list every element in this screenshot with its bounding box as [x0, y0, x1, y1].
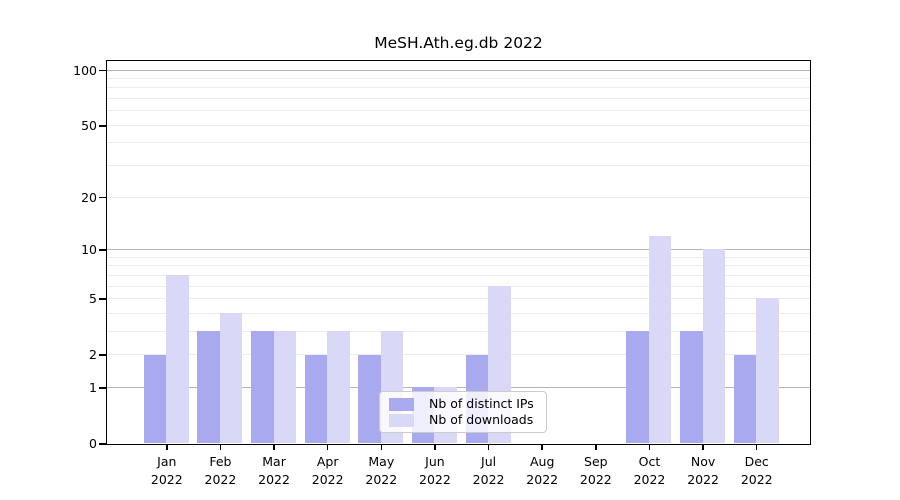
chart-title: MeSH.Ath.eg.db 2022: [374, 34, 543, 52]
gridline-9: [106, 256, 810, 258]
y-tick-label-0: 0: [89, 436, 97, 451]
x-tick-label-aug: Aug 2022: [526, 454, 559, 487]
bar-downloads-feb: [219, 313, 243, 444]
y-tick-mark-2: [99, 354, 107, 356]
gridline-8: [106, 265, 810, 267]
y-tick-label-5: 5: [89, 290, 97, 306]
gridline-90: [106, 77, 810, 79]
x-tick-mark-aug: [541, 444, 543, 450]
x-tick-label-jun: Jun 2022: [419, 454, 451, 487]
y-tick-label-100: 100: [73, 62, 97, 78]
legend-label-distinct-ips: Nb of distinct IPs: [429, 396, 534, 411]
gridline-100: [106, 69, 810, 71]
y-tick-mark-0: [99, 443, 107, 445]
bar-distinct-ips-feb: [197, 331, 220, 444]
bar-downloads-jan: [166, 275, 189, 444]
gridline-2: [106, 354, 810, 356]
x-tick-label-may: May 2022: [365, 454, 398, 487]
bar-distinct-ips-oct: [626, 331, 649, 444]
bar-downloads-nov: [702, 249, 726, 444]
bar-distinct-ips-jan: [143, 354, 167, 444]
x-tick-label-mar: Mar 2022: [258, 454, 290, 487]
bar-distinct-ips-may: [358, 354, 381, 444]
gridline-20: [106, 196, 810, 198]
gridline-1: [106, 386, 810, 388]
y-tick-mark-20: [99, 196, 107, 199]
gridline-80: [106, 87, 810, 89]
bar-downloads-apr: [327, 331, 350, 444]
bar-downloads-oct: [648, 235, 672, 444]
y-tick-label-2: 2: [89, 347, 97, 363]
legend-item-downloads: Nb of downloads: [389, 412, 538, 428]
x-tick-label-nov: Nov 2022: [687, 454, 719, 487]
y-tick-mark-5: [99, 298, 107, 300]
gridline-6: [106, 285, 810, 287]
x-tick-mark-jan: [166, 444, 168, 450]
x-tick-label-dec: Dec 2022: [740, 454, 773, 487]
y-tick-mark-10: [99, 249, 107, 251]
x-tick-mark-feb: [219, 444, 222, 450]
x-tick-label-jul: Jul 2022: [472, 454, 505, 487]
bar-distinct-ips-mar: [251, 331, 274, 444]
x-tick-label-oct: Oct 2022: [633, 454, 666, 487]
y-tick-mark-100: [99, 69, 107, 72]
legend-label-downloads: Nb of downloads: [429, 412, 534, 427]
y-tick-label-50: 50: [81, 117, 97, 133]
x-tick-label-apr: Apr 2022: [311, 454, 344, 487]
bar-downloads-mar: [273, 331, 297, 444]
x-tick-mark-jul: [487, 444, 490, 450]
gridline-70: [106, 98, 810, 100]
gridline-10: [106, 248, 810, 250]
x-tick-label-feb: Feb 2022: [204, 454, 237, 487]
legend-item-distinct-ips: Nb of distinct IPs: [389, 396, 538, 412]
gridline-3: [106, 330, 810, 332]
x-tick-mark-mar: [273, 444, 275, 450]
x-tick-mark-dec: [755, 444, 758, 450]
y-tick-label-20: 20: [81, 189, 97, 205]
bar-distinct-ips-dec: [733, 354, 757, 444]
plot-area: [105, 59, 811, 445]
gridline-60: [106, 110, 810, 112]
bar-distinct-ips-nov: [680, 331, 703, 444]
x-tick-mark-oct: [648, 444, 651, 450]
gridline-50: [106, 124, 810, 126]
y-tick-mark-50: [99, 125, 107, 127]
gridline-7: [106, 274, 810, 276]
gridline-40: [106, 142, 810, 144]
gridline-30: [106, 165, 810, 167]
legend-swatch-downloads: [389, 413, 414, 427]
y-tick-label-1: 1: [89, 379, 97, 395]
y-tick-label-10: 10: [81, 241, 97, 257]
x-tick-mark-jun: [434, 444, 436, 450]
legend-swatch-distinct-ips: [389, 397, 414, 411]
x-tick-label-jan: Jan 2022: [150, 454, 183, 487]
gridline-5: [106, 297, 810, 299]
legend: Nb of distinct IPs Nb of downloads: [379, 391, 547, 433]
x-tick-mark-nov: [702, 444, 704, 450]
x-tick-label-sep: Sep 2022: [579, 454, 612, 487]
bar-distinct-ips-apr: [304, 354, 328, 444]
x-tick-mark-apr: [326, 444, 329, 450]
bar-downloads-dec: [756, 298, 779, 444]
gridline-4: [106, 312, 810, 314]
x-tick-mark-may: [380, 444, 383, 450]
x-tick-mark-sep: [595, 444, 597, 450]
y-tick-mark-1: [99, 387, 107, 389]
